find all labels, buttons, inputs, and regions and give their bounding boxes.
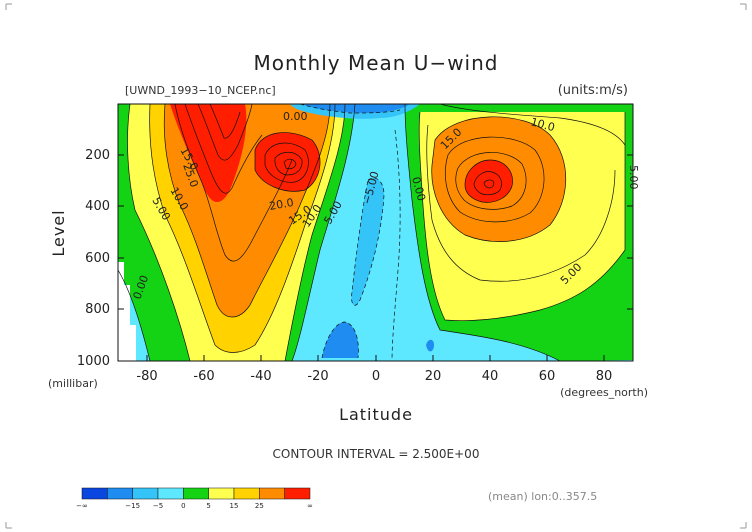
contour-fill (118, 104, 633, 361)
field-red-nh (465, 160, 513, 203)
colorbar-label: −∞ (76, 502, 88, 510)
corner-marks (5, 3, 747, 529)
x-tick-label: -40 (250, 369, 271, 384)
chart-title: Monthly Mean U−wind (254, 51, 499, 75)
y-tick-label: 800 (85, 302, 110, 317)
colorbar-cell (233, 487, 260, 500)
contour-label: 10.0 (529, 115, 556, 134)
dataset-label: [UWND_1993−10_NCEP.nc] (125, 84, 276, 97)
x-tick-label: 40 (482, 369, 499, 384)
x-tick-label: 60 (539, 369, 556, 384)
x-tick-label: 20 (425, 369, 442, 384)
x-axis-units: (degrees_north) (560, 386, 648, 399)
footer-label: (mean) lon:0..357.5 (488, 490, 597, 503)
x-tick-label: 80 (596, 369, 613, 384)
colorbar-cell (157, 487, 184, 500)
contour-lines (118, 104, 626, 361)
colorbar-label: 25 (255, 502, 264, 510)
x-tick-label: -80 (136, 369, 157, 384)
y-tick-label: 1000 (77, 354, 110, 369)
y-axis-units: (millibar) (48, 377, 98, 390)
field-blue-nh-bot (426, 339, 434, 352)
x-tick-marks (146, 355, 605, 361)
field-red-sh (170, 104, 247, 202)
contour-label: 0.00 (283, 110, 308, 123)
contour-label: 0.00 (409, 175, 428, 202)
colorbar: −∞ −15 −5 0 5 15 25 ∞ (76, 487, 313, 510)
x-tick-label: 0 (372, 369, 380, 384)
units-label: (units:m/s) (558, 83, 628, 98)
x-axis-title: Latitude (339, 405, 413, 424)
colorbar-label: 0 (181, 502, 185, 510)
colorbar-label: −15 (125, 502, 140, 510)
colorbar-label: 5 (206, 502, 210, 510)
x-tick-label: -20 (307, 369, 328, 384)
colorbar-label: ∞ (307, 502, 313, 510)
field-blue-bottom (322, 322, 359, 358)
y-axis-title: Level (49, 209, 68, 256)
colorbar-cell (81, 487, 108, 500)
colorbar-cell (259, 487, 285, 500)
colorbar-cell (183, 487, 209, 500)
colorbar-label: −5 (153, 502, 163, 510)
y-tick-label: 200 (85, 148, 110, 163)
y-tick-label: 600 (85, 251, 110, 266)
colorbar-label: 15 (230, 502, 239, 510)
colorbar-cell (284, 487, 311, 500)
contour-interval: CONTOUR INTERVAL = 2.500E+00 (273, 447, 480, 461)
field-white-antarctic (118, 262, 136, 361)
x-tick-label: -60 (193, 369, 214, 384)
colorbar-cells (81, 487, 311, 500)
contour-label: 20.0 (268, 196, 294, 213)
colorbar-cell (107, 487, 133, 500)
field-blue-mid (351, 178, 384, 306)
colorbar-cell (132, 487, 159, 500)
y-tick-marks (118, 103, 633, 362)
colorbar-labels: −∞ −15 −5 0 5 15 25 ∞ (76, 502, 313, 510)
colorbar-cell (208, 487, 235, 500)
y-tick-label: 400 (85, 199, 110, 214)
x-axis: -80 -60 -40 -20 0 20 40 60 80 (degrees_n… (136, 355, 648, 424)
y-axis: 200 400 600 800 1000 Level (millibar) (48, 103, 633, 390)
